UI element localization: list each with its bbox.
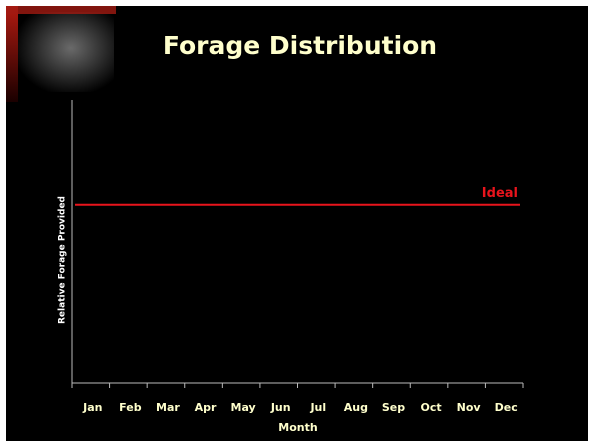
x-tick-label: Dec — [495, 401, 518, 414]
x-tick-label: May — [231, 401, 256, 414]
chart-title: Forage Distribution — [163, 31, 437, 60]
x-axis-label: Month — [278, 421, 317, 434]
x-tick-label: Jul — [309, 401, 326, 414]
x-tick-label: Aug — [344, 401, 368, 414]
x-tick-label: Nov — [457, 401, 482, 414]
y-axis-label: Relative Forage Provided — [58, 196, 68, 324]
x-tick-label: Mar — [156, 401, 180, 414]
series-label: Ideal — [482, 186, 518, 201]
x-tick-label: Sep — [382, 401, 405, 414]
red-accent — [6, 6, 18, 102]
x-tick-label: Apr — [195, 401, 217, 414]
x-tick-label: Jun — [270, 401, 291, 414]
x-tick-label: Oct — [420, 401, 441, 414]
x-tick-label: Feb — [119, 401, 142, 414]
red-accent-top — [6, 6, 116, 14]
x-tick-label: Jan — [82, 401, 102, 414]
header-image — [18, 12, 114, 92]
